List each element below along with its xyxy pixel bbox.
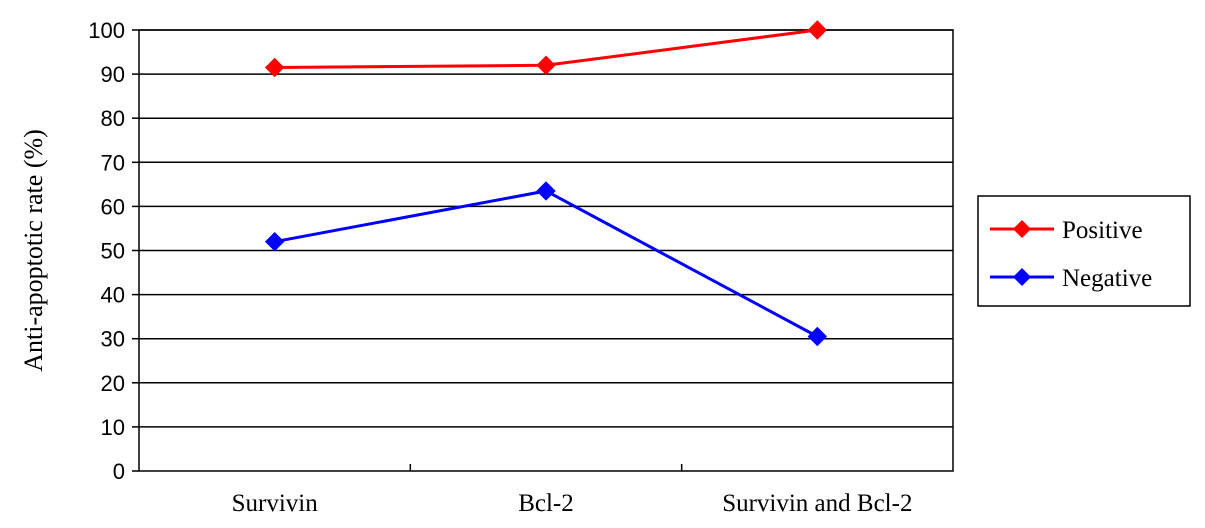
series-line: [274, 189, 819, 338]
legend-label: Negative: [1062, 265, 1152, 292]
data-point: [264, 57, 285, 78]
legend-label: Positive: [1062, 217, 1143, 244]
y-tick-label: 90: [101, 62, 125, 87]
series-negative: [264, 181, 828, 347]
legend-item: Negative: [990, 265, 1152, 292]
y-tick-label: 40: [101, 283, 125, 308]
y-tick-label: 60: [101, 194, 125, 219]
legend-swatch-marker: [1013, 268, 1031, 286]
y-tick-label: 70: [101, 150, 125, 175]
data-point: [536, 181, 556, 201]
series-positive: [264, 20, 828, 78]
y-tick-label: 50: [101, 239, 125, 264]
data-point: [807, 20, 828, 40]
gridlines: [139, 29, 953, 428]
y-tick-label: 20: [101, 371, 125, 396]
legend-box: [977, 195, 1191, 307]
x-tick-label: Survivin and Bcl-2: [722, 490, 912, 517]
data-point: [807, 326, 828, 347]
series-layer: [264, 20, 828, 347]
y-tick-label: 0: [113, 459, 125, 484]
y-tick-label: 80: [101, 106, 125, 131]
x-axis: Survivin Bcl-2 Survivin and Bcl-2: [232, 464, 912, 517]
y-axis-title: Anti-apoptotic rate (%): [19, 129, 48, 372]
legend-item: Positive: [990, 217, 1143, 244]
x-tick-label: Survivin: [232, 490, 319, 517]
y-tick-label: 10: [101, 415, 125, 440]
data-point: [536, 55, 556, 75]
y-tick-label: 30: [101, 327, 125, 352]
legend: Positive Negative: [977, 195, 1191, 307]
y-axis: 0 10 20 30 40 50 60 70 80 90 100: [88, 18, 139, 484]
legend-swatch-marker: [1013, 220, 1031, 238]
x-tick-label: Bcl-2: [518, 490, 574, 517]
data-point: [264, 231, 285, 252]
y-tick-label: 100: [88, 18, 125, 43]
